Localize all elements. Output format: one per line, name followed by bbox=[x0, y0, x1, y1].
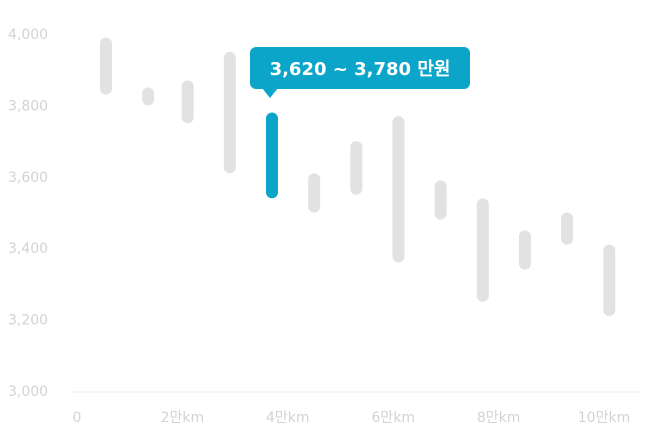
tooltip-pointer bbox=[262, 88, 278, 98]
range-bar-selected[interactable] bbox=[265, 112, 278, 199]
y-tick-label: 3,600 bbox=[8, 170, 48, 186]
range-bars bbox=[99, 37, 616, 317]
x-tick-label: 10만km bbox=[578, 410, 630, 426]
y-axis: 4,000 3,800 3,600 3,400 3,200 3,000 bbox=[8, 27, 48, 400]
x-axis: 0 2만km 4만km 6만km 8만km 10만km bbox=[70, 391, 640, 426]
range-bar[interactable] bbox=[518, 230, 531, 270]
price-range-tooltip: 3,620 ~ 3,780 만원 bbox=[250, 47, 470, 89]
y-tick-label: 3,200 bbox=[8, 313, 48, 329]
range-bar[interactable] bbox=[181, 80, 194, 124]
x-tick-label: 6만km bbox=[371, 410, 415, 426]
y-tick-label: 3,000 bbox=[8, 384, 48, 400]
range-bar[interactable] bbox=[99, 37, 112, 95]
range-bar[interactable] bbox=[603, 244, 616, 317]
x-tick-label: 0 bbox=[73, 410, 82, 426]
x-tick-label: 2만km bbox=[161, 410, 205, 426]
x-tick-label: 4만km bbox=[266, 410, 310, 426]
y-tick-label: 4,000 bbox=[8, 27, 48, 43]
range-bar[interactable] bbox=[350, 141, 363, 195]
range-bar[interactable] bbox=[308, 173, 321, 213]
x-tick-label: 8만km bbox=[477, 410, 521, 426]
range-bar[interactable] bbox=[142, 87, 155, 106]
y-tick-label: 3,800 bbox=[8, 98, 48, 114]
range-bar[interactable] bbox=[476, 198, 489, 302]
range-bar[interactable] bbox=[223, 51, 236, 174]
y-tick-label: 3,400 bbox=[8, 241, 48, 257]
range-bar[interactable] bbox=[561, 212, 574, 245]
range-bar[interactable] bbox=[392, 116, 405, 263]
range-bar[interactable] bbox=[434, 180, 447, 220]
tooltip-text: 3,620 ~ 3,780 만원 bbox=[269, 59, 451, 80]
